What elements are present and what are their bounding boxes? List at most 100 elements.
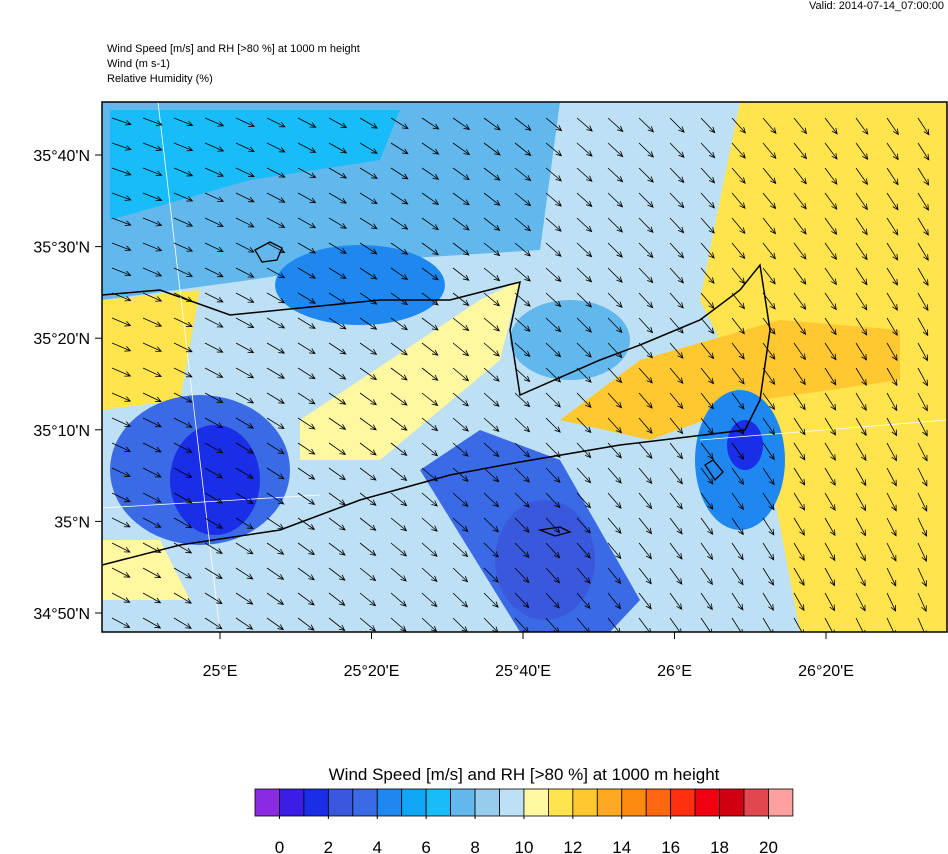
wind-arrow	[514, 342, 531, 358]
wind-arrow	[266, 317, 286, 329]
wind-arrow	[607, 192, 624, 208]
wind-arrow	[576, 242, 593, 258]
wind-arrow	[545, 217, 562, 232]
colorbar-box	[352, 788, 378, 817]
wind-arrow	[421, 467, 439, 482]
wind-arrow	[297, 242, 317, 254]
wind-arrow	[762, 442, 775, 461]
wind-arrow	[514, 567, 530, 584]
wind-arrow	[204, 142, 225, 152]
wind-arrow	[545, 417, 561, 433]
wind-arrow	[669, 492, 683, 510]
wind-arrow	[359, 192, 378, 205]
colorbar-title: Wind Speed [m/s] and RH [>80 %] at 1000 …	[329, 765, 720, 784]
wind-arrow	[328, 242, 347, 254]
wind-arrow	[297, 442, 316, 455]
wind-arrow	[142, 267, 163, 277]
wind-arrow	[731, 417, 745, 435]
wind-arrow	[855, 142, 869, 161]
wind-arrow	[390, 217, 409, 230]
wind-arrow	[328, 417, 347, 430]
wind-arrow	[700, 517, 714, 535]
wind-arrow	[266, 442, 285, 455]
wind-arrow	[266, 367, 285, 379]
wind-arrow	[514, 242, 531, 257]
wind-arrow	[421, 592, 438, 608]
wind-arrow	[700, 442, 714, 460]
wind-arrow	[793, 142, 808, 160]
wind-arrow	[359, 292, 378, 305]
wind-arrow	[638, 167, 654, 183]
wind-arrow	[824, 492, 836, 512]
wind-arrow	[731, 317, 745, 335]
wind-arrow	[390, 292, 409, 306]
wind-arrow	[700, 567, 713, 586]
wind-arrow	[173, 217, 194, 227]
wind-arrow	[452, 467, 469, 482]
wind-arrow	[204, 617, 223, 630]
wind-arrow	[235, 142, 255, 152]
wind-arrow	[297, 292, 316, 304]
wind-arrow	[762, 267, 776, 285]
wind-arrow	[111, 142, 132, 151]
wind-arrow	[421, 217, 440, 231]
wind-arrow	[297, 592, 315, 606]
wind-arrow	[824, 167, 838, 185]
wind-arrow	[142, 367, 162, 377]
wind-arrow	[762, 317, 776, 335]
wind-arrow	[576, 342, 592, 358]
wind-arrow	[545, 592, 560, 609]
wind-arrow	[359, 592, 377, 607]
wind-arrow	[204, 517, 223, 529]
wind-arrow	[793, 167, 807, 185]
wind-arrow	[576, 467, 592, 484]
wind-arrow	[917, 142, 930, 161]
lon-label: 25°40'E	[495, 663, 551, 680]
wind-arrow	[669, 242, 685, 259]
wind-arrow	[235, 592, 254, 605]
wind-arrow	[483, 292, 501, 307]
wind-arrow	[297, 542, 316, 556]
wind-arrow	[452, 342, 470, 357]
wind-arrow	[483, 192, 501, 206]
wind-arrow	[762, 542, 775, 561]
wind-arrow	[545, 517, 561, 534]
wind-arrow	[204, 492, 224, 504]
wind-arrow	[359, 267, 378, 280]
wind-arrow	[297, 317, 316, 329]
wind-arrow	[917, 517, 928, 537]
wind-arrow	[359, 417, 377, 431]
wind-arrow	[762, 567, 775, 586]
wind-arrow	[638, 442, 653, 460]
wind-arrow	[762, 167, 777, 185]
wind-arrow	[421, 142, 440, 155]
wind-arrow	[762, 142, 777, 160]
wind-arrow	[855, 242, 868, 261]
wind-arrow	[762, 242, 776, 260]
wind-arrow	[266, 192, 286, 203]
wind-arrow	[514, 542, 530, 559]
colorbar-box	[254, 788, 280, 817]
wind-arrow	[793, 317, 807, 336]
wind-arrow	[917, 542, 927, 562]
wind-arrow	[328, 467, 347, 481]
wind-arrow	[886, 517, 897, 537]
colorbar-box	[645, 788, 672, 817]
wind-arrow	[297, 267, 317, 279]
wind-arrow	[173, 242, 194, 252]
wind-arrow	[638, 567, 652, 585]
wind-arrow	[824, 142, 838, 160]
wind-arrow	[452, 592, 469, 608]
colorbar-box	[327, 788, 354, 817]
wind-arrow	[545, 167, 562, 182]
wind-arrow	[297, 117, 317, 128]
wind-arrow	[669, 467, 683, 485]
wind-arrow	[700, 117, 716, 134]
wind-arrow	[483, 367, 500, 382]
wind-arrow	[886, 117, 899, 136]
wind-arrow	[514, 217, 532, 232]
wind-arrow	[824, 592, 835, 612]
wind-arrow	[483, 142, 501, 156]
wind-arrow	[514, 317, 531, 332]
